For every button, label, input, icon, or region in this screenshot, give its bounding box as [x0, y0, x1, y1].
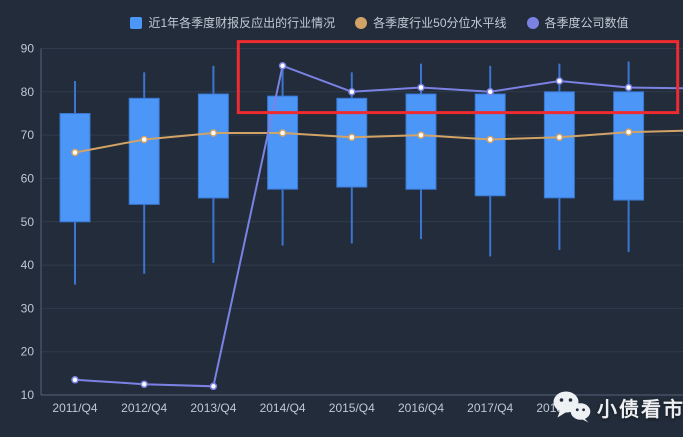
- legend-item-median-line[interactable]: 各季度行业50分位水平线: [355, 14, 507, 31]
- x-tick-label: 2016/Q4: [398, 401, 444, 415]
- y-tick-label: 40: [21, 258, 35, 272]
- data-point[interactable]: [555, 77, 564, 85]
- data-point[interactable]: [140, 135, 148, 144]
- data-point[interactable]: [140, 380, 148, 388]
- data-point[interactable]: [486, 88, 494, 96]
- data-point[interactable]: [209, 129, 218, 137]
- y-tick-label: 20: [21, 345, 35, 359]
- data-point[interactable]: [71, 376, 79, 384]
- legend-marker-median-line-icon: [355, 16, 368, 29]
- data-point[interactable]: [555, 133, 564, 142]
- data-point[interactable]: [209, 382, 218, 391]
- y-tick-label: 80: [21, 85, 35, 99]
- x-tick-label: 2013/Q4: [190, 401, 236, 415]
- legend-label-industry-box: 近1年各季度财报反应出的行业情况: [148, 16, 336, 30]
- y-tick-label: 50: [21, 215, 35, 229]
- data-point[interactable]: [278, 62, 287, 70]
- legend-marker-company-value-icon: [526, 16, 539, 29]
- data-point[interactable]: [278, 129, 287, 137]
- legend-item-company-value[interactable]: 各季度公司数值: [526, 14, 629, 31]
- candle-box[interactable]: [197, 93, 229, 199]
- line-series-company: [74, 64, 683, 388]
- highlight-annotation-rect: [236, 40, 680, 115]
- candle-box[interactable]: [543, 91, 575, 199]
- y-tick-label: 10: [21, 388, 35, 402]
- legend-marker-industry-box-icon: [130, 16, 143, 29]
- y-tick-label: 90: [21, 42, 35, 56]
- x-tick-label: 2011/Q4: [52, 401, 97, 415]
- data-point[interactable]: [486, 135, 494, 144]
- x-tick-label: 2017/Q4: [467, 401, 513, 415]
- data-point[interactable]: [348, 133, 356, 142]
- candle-box[interactable]: [128, 97, 160, 205]
- data-point[interactable]: [624, 83, 633, 92]
- candle-box[interactable]: [405, 93, 437, 190]
- legend-label-median-line: 各季度行业50分位水平线: [373, 16, 507, 30]
- candle-box[interactable]: [59, 113, 91, 223]
- chart-legend: 近1年各季度财报反应出的行业情况 各季度行业50分位水平线 各季度公司数值: [38, 14, 683, 31]
- y-tick-label: 30: [21, 301, 35, 315]
- data-point[interactable]: [624, 128, 633, 136]
- candle-box[interactable]: [613, 91, 645, 201]
- watermark: 小债看市: [552, 390, 683, 424]
- x-tick-label: 2012/Q4: [121, 401, 167, 415]
- legend-label-company-value: 各季度公司数值: [544, 16, 629, 30]
- x-tick-label: 2015/Q4: [329, 401, 375, 415]
- data-point[interactable]: [417, 131, 425, 139]
- wechat-icon: [553, 391, 591, 423]
- y-tick-label: 60: [21, 171, 35, 185]
- watermark-text: 小债看市: [597, 398, 683, 421]
- y-tick-label: 70: [21, 128, 35, 142]
- data-point[interactable]: [348, 88, 356, 96]
- candle-box[interactable]: [474, 93, 506, 197]
- legend-item-industry-box[interactable]: 近1年各季度财报反应出的行业情况: [130, 14, 335, 31]
- x-tick-label: 2014/Q4: [260, 401, 306, 415]
- data-point[interactable]: [417, 83, 425, 92]
- data-point[interactable]: [71, 148, 79, 157]
- line-series-median: [74, 129, 683, 154]
